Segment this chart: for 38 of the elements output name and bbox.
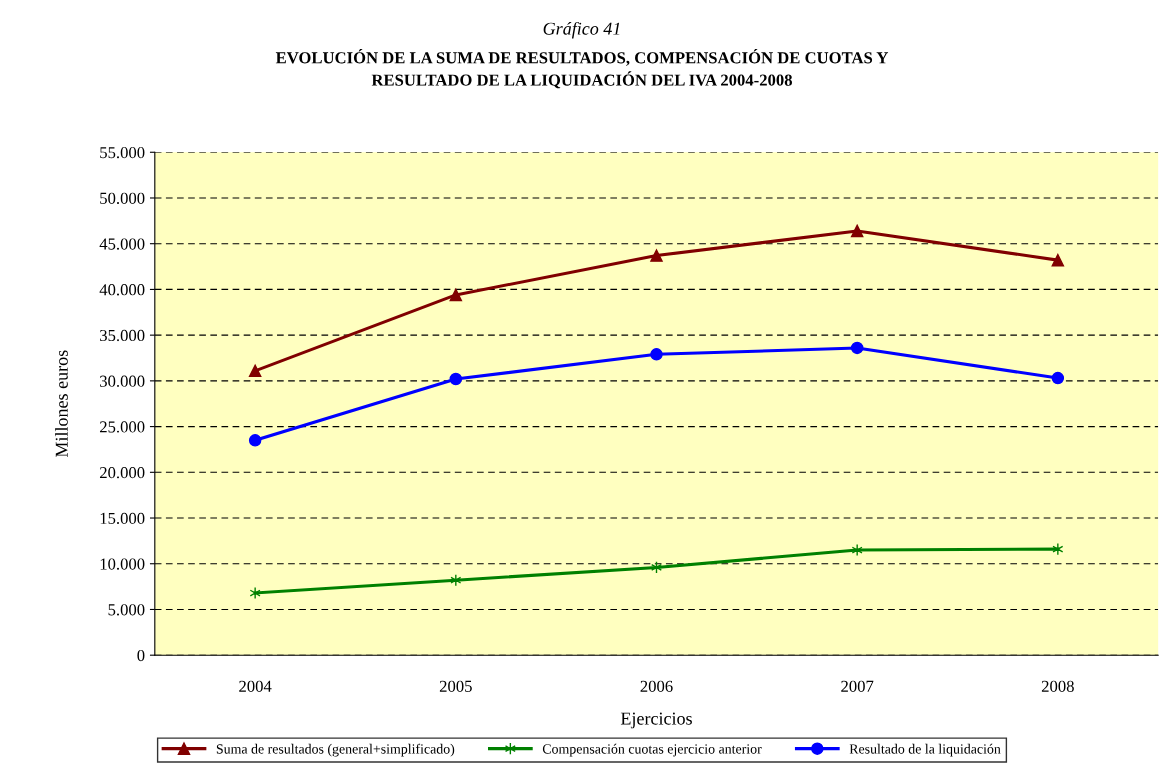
point (851, 543, 863, 557)
point (650, 249, 663, 262)
point (449, 372, 463, 386)
y-tick-label: 25.000 (99, 421, 145, 433)
x-tick-label: 2006 (640, 680, 673, 692)
y-tick-label: 40.000 (99, 284, 145, 296)
x-tick-label: 2005 (439, 680, 472, 692)
x-tick-label: 2004 (239, 680, 272, 692)
legend-label: Suma de resultados (general+simplificado) (216, 743, 455, 757)
y-tick-label: 10.000 (100, 558, 145, 570)
chart-subtitle: EVOLUCIÓN DE LA SUMA DE RESULTADOS, COMPENSACIÓN DE CUOTAS Y RESULTADO DE LA LIQUIDACIÓN DEL IVA 2004-2008 (275, 49, 889, 89)
point (1051, 253, 1065, 267)
point (248, 434, 262, 447)
legend-label: Compensación cuotas ejercicio anterior (542, 743, 762, 757)
point (249, 586, 261, 600)
point (650, 348, 663, 361)
x-tick-label: 2007 (841, 680, 874, 692)
point (449, 288, 463, 302)
y-axis-title: Millones euros (55, 350, 68, 458)
y-tick-label: 55.000 (100, 146, 145, 159)
y-tick-label: 20.000 (99, 467, 145, 479)
chart-title: Gráfico 41 (543, 21, 620, 39)
legend-label: Resultado de la liquidación (849, 743, 1001, 757)
x-tick-label: 2008 (1041, 680, 1074, 692)
point (850, 224, 864, 238)
y-tick-label: 45.000 (99, 238, 145, 250)
y-tick-label: 15.000 (100, 512, 145, 525)
y-tick-label: 50.000 (100, 192, 145, 204)
y-tick-label: 5.000 (108, 604, 145, 616)
y-tick-label: 30.000 (100, 375, 145, 387)
y-tick-label: 35.000 (100, 329, 145, 342)
point (248, 364, 262, 378)
x-axis-title: Ejercicios (620, 712, 692, 729)
point (450, 573, 462, 587)
y-tick-label: 0 (137, 649, 145, 662)
point (1051, 371, 1065, 385)
point (850, 341, 864, 355)
point (1052, 542, 1064, 556)
